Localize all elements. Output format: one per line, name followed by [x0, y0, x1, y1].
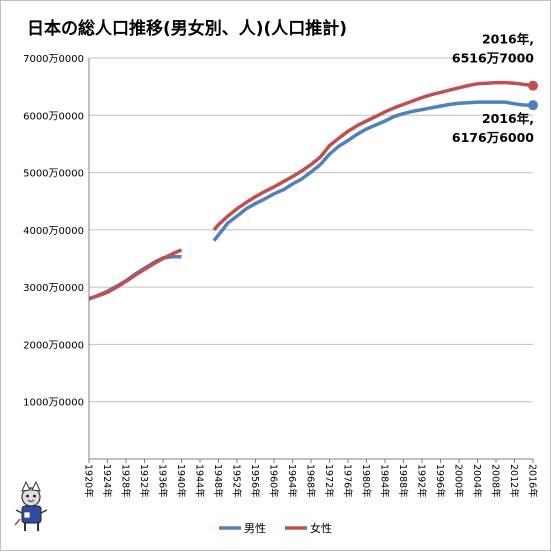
x-tick-label: 1928年: [120, 464, 132, 498]
end-point-marker: [528, 80, 538, 91]
x-tick-label: 1924年: [101, 464, 113, 498]
annotation-label: 6516万7000: [452, 51, 534, 66]
x-tick-label: 1960年: [268, 464, 280, 498]
x-tick-label: 1968年: [305, 464, 317, 498]
x-tick-label: 2008年: [490, 464, 502, 498]
x-tick-label: 1940年: [175, 464, 187, 498]
annotation-label: 2016年,: [482, 111, 534, 126]
x-tick-label: 2012年: [508, 464, 520, 498]
x-tick-label: 1948年: [212, 464, 224, 498]
x-tick-label: 1952年: [231, 464, 243, 498]
y-tick-label: 5000万0000: [23, 169, 84, 180]
legend-label: 男性: [244, 521, 266, 535]
x-tick-label: 1920年: [83, 464, 95, 498]
x-tick-label: 1992年: [416, 464, 428, 498]
annotation-label: 2016年,: [482, 32, 534, 47]
x-tick-label: 1936年: [157, 464, 169, 498]
chart-title: 日本の総人口推移(男女別、人)(人口推計): [27, 18, 347, 39]
x-tick-label: 2000年: [453, 464, 465, 498]
legend: 男性 女性: [219, 521, 332, 535]
y-tick-label: 3000万0000: [23, 283, 84, 294]
annotations: 2016年, 6176万6000 2016年, 6516万7000: [452, 32, 538, 145]
y-tick-label: 7000万0000: [23, 54, 84, 65]
x-tick-label: 1972年: [323, 464, 335, 498]
x-tick-label: 1984年: [379, 464, 391, 498]
y-tick-label: 2000万0000: [23, 340, 84, 351]
x-tick-label: 1944年: [194, 464, 206, 498]
x-tick-label: 1988年: [397, 464, 409, 498]
series-line-male: [212, 100, 534, 242]
series-line-female: [212, 80, 534, 232]
y-tick-label: 4000万0000: [23, 226, 84, 237]
legend-label: 女性: [310, 521, 332, 535]
x-tick-label: 1932年: [138, 464, 150, 498]
y-tick-label: 6000万0000: [23, 111, 84, 122]
x-tick-label: 1956年: [249, 464, 261, 498]
x-axis-ticks: 1920年 1924年 1928年 1932年 1936年 1940年 1944年 1948年…: [83, 459, 539, 498]
x-tick-label: 1976年: [342, 464, 354, 498]
series-line-female: [88, 248, 183, 301]
mascot-logo: [14, 480, 48, 531]
x-tick-label: 1964年: [286, 464, 298, 498]
x-tick-label: 1996年: [434, 464, 446, 498]
x-tick-label: 2016年: [527, 464, 539, 498]
y-axis-ticks: 1000万0000 2000万0000 3000万0000 4000万0000 5000…: [23, 54, 84, 409]
x-tick-label: 2004年: [471, 464, 483, 498]
annotation-label: 6176万6000: [452, 130, 534, 145]
x-tick-label: 1980年: [360, 464, 372, 498]
end-point-marker: [528, 100, 538, 111]
series-lines: [88, 80, 534, 301]
gridlines: [88, 57, 533, 460]
y-tick-label: 1000万0000: [23, 398, 84, 409]
